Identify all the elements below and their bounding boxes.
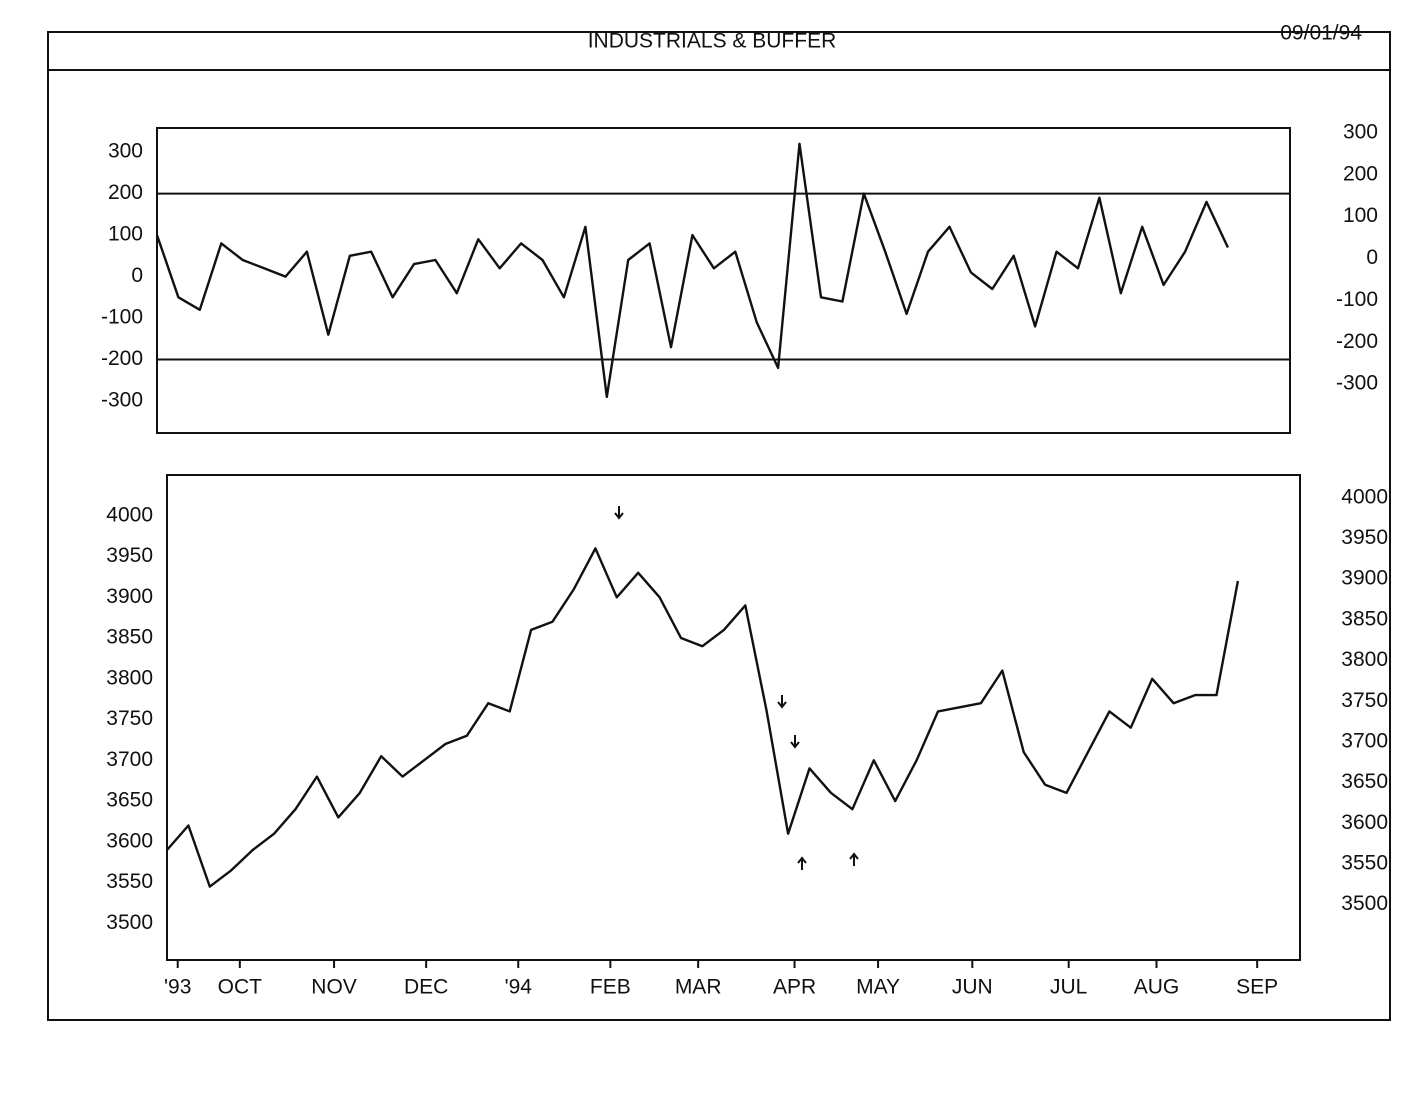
y-tick-label: 3750 [106, 707, 153, 730]
y-tick-label: 3550 [106, 870, 153, 893]
y-tick-label: 3850 [106, 626, 153, 649]
y2-tick-label: 3500 [1341, 892, 1388, 915]
y2-tick-label: -200 [1336, 330, 1378, 353]
arrows [614, 506, 859, 870]
plot-frame [166, 474, 1301, 961]
x-tick-label: NOV [311, 976, 357, 999]
y2-tick-label: 3650 [1341, 770, 1388, 793]
arrow-down [614, 506, 624, 520]
x-tick-label: DEC [404, 976, 448, 999]
y-tick-label: -200 [101, 347, 143, 370]
y-tick-label: 3600 [106, 829, 153, 852]
y-tick-label: 200 [108, 181, 143, 204]
x-tick-label: MAY [856, 976, 900, 999]
plot-frame [156, 127, 1291, 434]
x-tick-label: MAR [675, 976, 722, 999]
y-tick-label: 0 [131, 264, 143, 287]
y2-tick-label: 0 [1366, 246, 1378, 269]
y2-tick-label: 200 [1343, 162, 1378, 185]
y-tick-label: 3900 [106, 585, 153, 608]
y2-tick-label: 3850 [1341, 607, 1388, 630]
x-tick-label: FEB [590, 976, 631, 999]
y2-tick-label: 3700 [1341, 729, 1388, 752]
date: 09/01/94 [1280, 22, 1362, 45]
y-tick-label: 3650 [106, 789, 153, 812]
x-tick-label: JUL [1050, 976, 1087, 999]
outer-frame [47, 31, 1391, 1021]
y2-tick-label: -100 [1336, 288, 1378, 311]
y2-tick-label: 4000 [1341, 485, 1388, 508]
y2-tick-label: -300 [1336, 372, 1378, 395]
x-tick-label: JUN [952, 976, 993, 999]
y2-tick-label: 300 [1343, 121, 1378, 144]
x-tick-label: '93 [164, 976, 191, 999]
chart-title: INDUSTRIALS & BUFFER [588, 30, 837, 53]
y-tick-label: 3700 [106, 748, 153, 771]
x-tick-label: APR [773, 976, 816, 999]
y-tick-label: 100 [108, 223, 143, 246]
arrow-down [777, 695, 787, 709]
y-tick-label: -100 [101, 306, 143, 329]
y-tick-label: 4000 [106, 503, 153, 526]
y2-tick-label: 3900 [1341, 567, 1388, 590]
x-tick-label: SEP [1236, 976, 1278, 999]
series-line [166, 547, 1240, 888]
y2-tick-label: 3800 [1341, 648, 1388, 671]
x-tick-label: OCT [218, 976, 263, 999]
arrow-up [797, 856, 807, 870]
x-tick-label: '94 [505, 976, 533, 999]
arrow-up [849, 852, 859, 866]
y2-tick-label: 3550 [1341, 852, 1388, 875]
x-tick-label: AUG [1134, 976, 1180, 999]
y-tick-label: -300 [101, 389, 143, 412]
y-tick-label: 3800 [106, 666, 153, 689]
y2-tick-label: 3750 [1341, 689, 1388, 712]
y-tick-label: 3950 [106, 544, 153, 567]
series-line [155, 142, 1229, 399]
y2-tick-label: 3950 [1341, 526, 1388, 549]
y2-tick-label: 3600 [1341, 811, 1388, 834]
y2-tick-label: 100 [1343, 204, 1378, 227]
arrow-down [790, 735, 800, 749]
y-tick-label: 3500 [106, 911, 153, 934]
y-tick-label: 300 [108, 140, 143, 163]
